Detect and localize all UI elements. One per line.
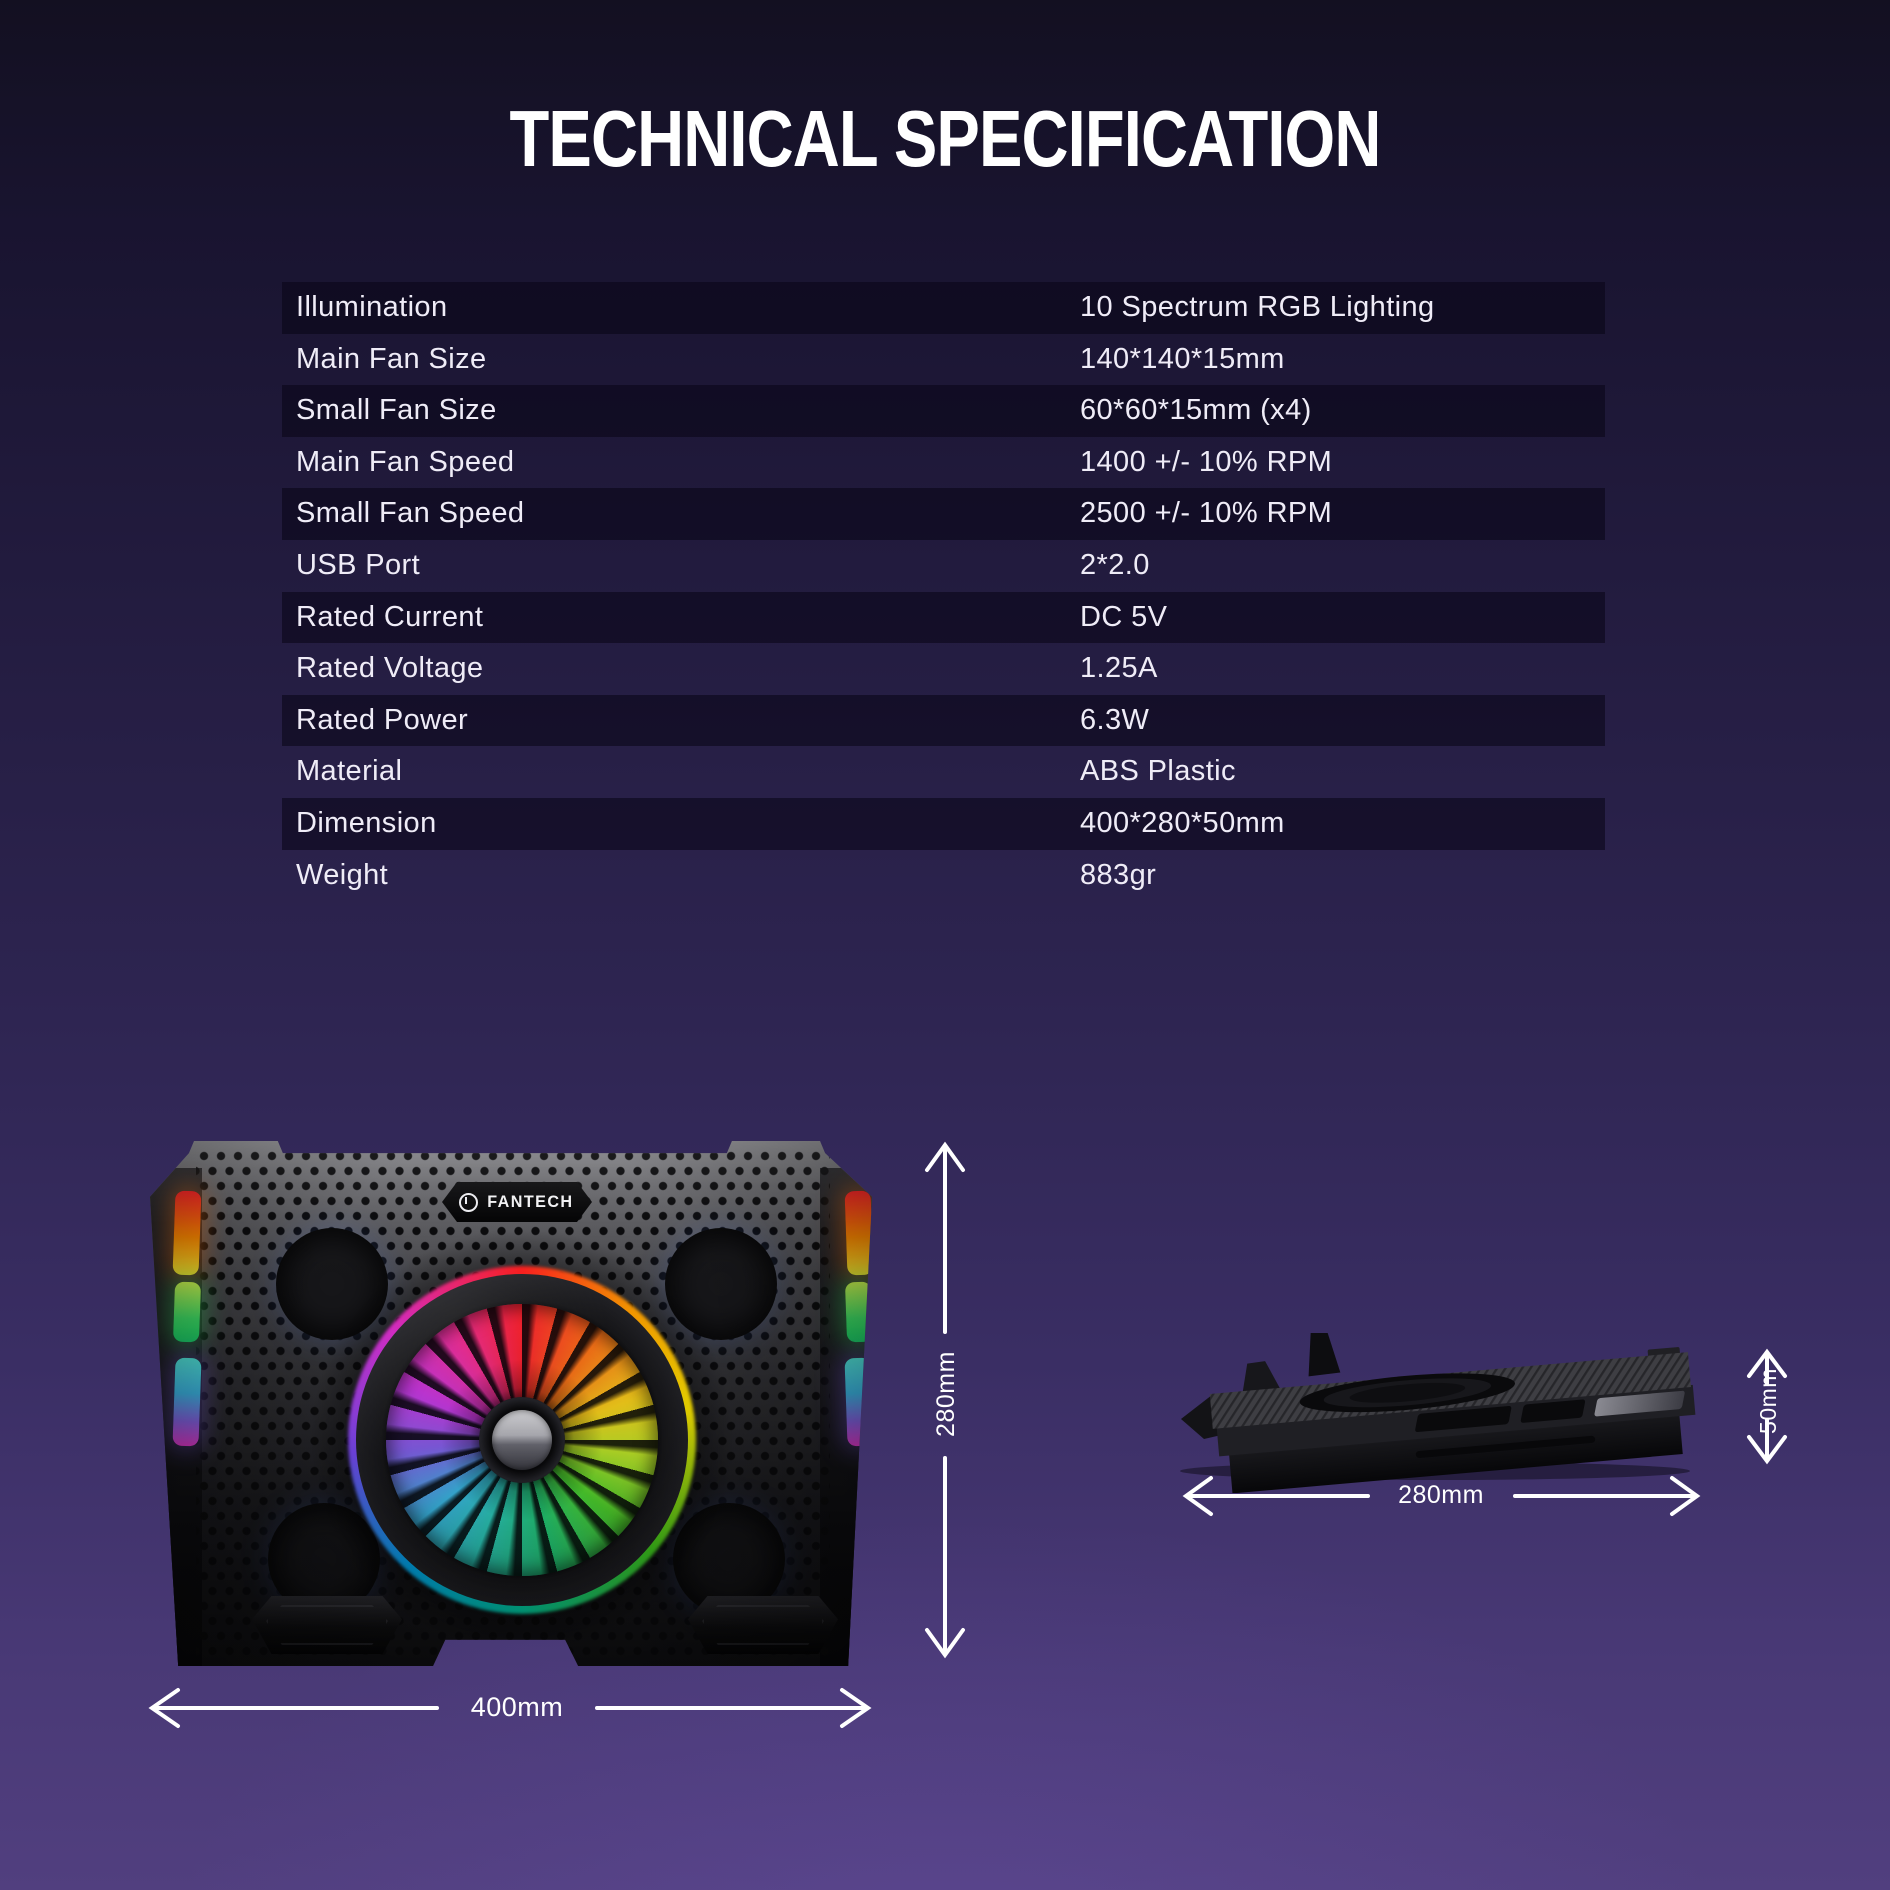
spec-row: Rated Voltage 1.25A [282,643,1605,695]
side-height-label: 50mm [1755,1368,1781,1434]
spec-row: Rated Current DC 5V [282,591,1605,644]
fantech-logo-icon [458,1192,478,1212]
spec-value: 140*140*15mm [1080,342,1285,375]
rgb-bar-right-2 [844,1281,872,1343]
spec-value: 2*2.0 [1080,548,1150,581]
cooling-pad-body: FANTECH [150,1141,872,1666]
brand-name: FANTECH [486,1192,574,1211]
rgb-bar-right-1 [844,1190,872,1276]
main-fan-center-cap [492,1410,552,1470]
spec-label: Weight [296,858,389,891]
spec-value: DC 5V [1080,600,1168,633]
spec-row: Small Fan Size 60*60*15mm (x4) [282,385,1605,437]
spec-value: 883gr [1080,858,1157,891]
spec-label: Small Fan Speed [296,497,525,530]
foot-left [252,1596,402,1654]
spec-value: ABS Plastic [1080,755,1236,788]
spec-row: Illumination 10 Spectrum RGB Lighting [282,282,1605,334]
side-knob-rear [1308,1333,1341,1377]
rgb-bar-right-3 [844,1357,872,1447]
spec-label: Small Fan Size [296,394,497,427]
side-body-group [1209,1333,1696,1493]
spec-label: Rated Power [296,703,469,736]
spec-row: Small Fan Speed 2500 +/- 10% RPM [282,488,1605,540]
spec-label: Dimension [296,806,437,839]
spec-value: 1.25A [1080,652,1158,685]
rgb-bar-left-2 [172,1281,202,1343]
foot-right [688,1596,838,1654]
page-title: TECHNICAL SPECIFICATION [509,93,1382,184]
spec-label: Main Fan Size [296,342,487,375]
spec-value: 400*280*50mm [1080,806,1285,839]
side-width-label: 280mm [1398,1481,1484,1509]
front-width-label: 400mm [470,1692,564,1722]
side-knob-front [1242,1361,1282,1397]
rgb-bar-left-1 [172,1190,202,1276]
spec-value: 2500 +/- 10% RPM [1080,497,1333,530]
front-height-label: 280mm [932,1351,960,1437]
spec-label: Rated Current [296,600,484,633]
spec-label: Material [296,755,403,788]
cooling-pad-front-view: FANTECH [150,1140,872,1666]
spec-row: Material ABS Plastic [282,746,1605,798]
spec-label: Illumination [296,291,448,323]
spec-label: USB Port [296,548,421,581]
spec-row: Main Fan Size 140*140*15mm [282,334,1605,386]
cooling-pad-side-view [1180,1333,1696,1493]
spec-table: Illumination 10 Spectrum RGB Lighting Main… [282,282,1605,901]
side-fan-hub [1349,1382,1466,1403]
spec-label: Main Fan Speed [296,445,515,478]
spec-value: 60*60*15mm (x4) [1080,394,1312,427]
spec-row: Rated Power 6.3W [282,694,1605,747]
rgb-bar-left-3 [172,1357,202,1447]
side-base-slot [1415,1435,1596,1458]
side-vents [1415,1390,1685,1433]
spec-label: Rated Voltage [296,652,484,685]
spec-row: USB Port 2*2.0 [282,540,1605,592]
spec-row: Main Fan Speed 1400 +/- 10% RPM [282,437,1605,489]
brand-plate: FANTECH [442,1182,592,1222]
spec-row: Dimension 400*280*50mm [282,797,1605,850]
spec-value: 6.3W [1080,703,1150,736]
spec-value: 10 Spectrum RGB Lighting [1080,291,1435,323]
spec-row: Weight 883gr [282,850,1605,902]
spec-value: 1400 +/- 10% RPM [1080,445,1333,478]
